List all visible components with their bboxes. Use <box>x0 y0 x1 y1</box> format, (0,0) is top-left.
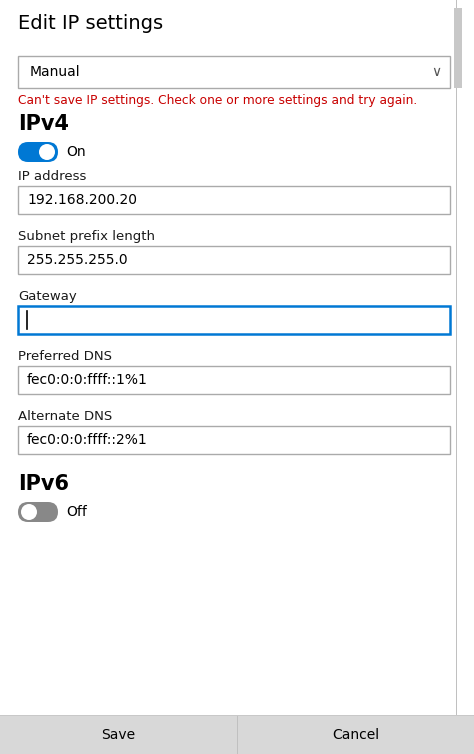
Text: fec0:0:0:ffff::2%1: fec0:0:0:ffff::2%1 <box>27 433 148 447</box>
Bar <box>18 366 450 394</box>
Bar <box>0 716 237 754</box>
Text: On: On <box>66 145 86 159</box>
Bar <box>18 306 450 334</box>
Text: Manual: Manual <box>30 65 81 79</box>
Bar <box>237 716 238 754</box>
Bar <box>238 716 474 754</box>
Text: Preferred DNS: Preferred DNS <box>18 350 112 363</box>
Bar <box>454 8 462 88</box>
Text: Can't save IP settings. Check one or more settings and try again.: Can't save IP settings. Check one or mor… <box>18 94 417 107</box>
Bar <box>0 715 474 716</box>
Text: fec0:0:0:ffff::1%1: fec0:0:0:ffff::1%1 <box>27 373 148 387</box>
Text: IPv6: IPv6 <box>18 474 69 494</box>
Text: Off: Off <box>66 505 87 519</box>
Circle shape <box>21 504 37 520</box>
Text: Subnet prefix length: Subnet prefix length <box>18 230 155 243</box>
Bar <box>18 246 450 274</box>
Text: IP address: IP address <box>18 170 86 183</box>
Text: ∨: ∨ <box>431 65 441 79</box>
Text: Cancel: Cancel <box>332 728 379 742</box>
Text: 192.168.200.20: 192.168.200.20 <box>27 193 137 207</box>
Bar <box>18 426 450 454</box>
Circle shape <box>39 144 55 160</box>
Text: 255.255.255.0: 255.255.255.0 <box>27 253 128 267</box>
Text: Gateway: Gateway <box>18 290 77 303</box>
Bar <box>18 56 450 88</box>
Text: IPv4: IPv4 <box>18 114 69 134</box>
Bar <box>18 186 450 214</box>
FancyBboxPatch shape <box>18 142 58 162</box>
Bar <box>456 0 457 754</box>
Text: Save: Save <box>101 728 136 742</box>
FancyBboxPatch shape <box>18 502 58 522</box>
Text: Alternate DNS: Alternate DNS <box>18 410 112 423</box>
Text: Edit IP settings: Edit IP settings <box>18 14 163 33</box>
